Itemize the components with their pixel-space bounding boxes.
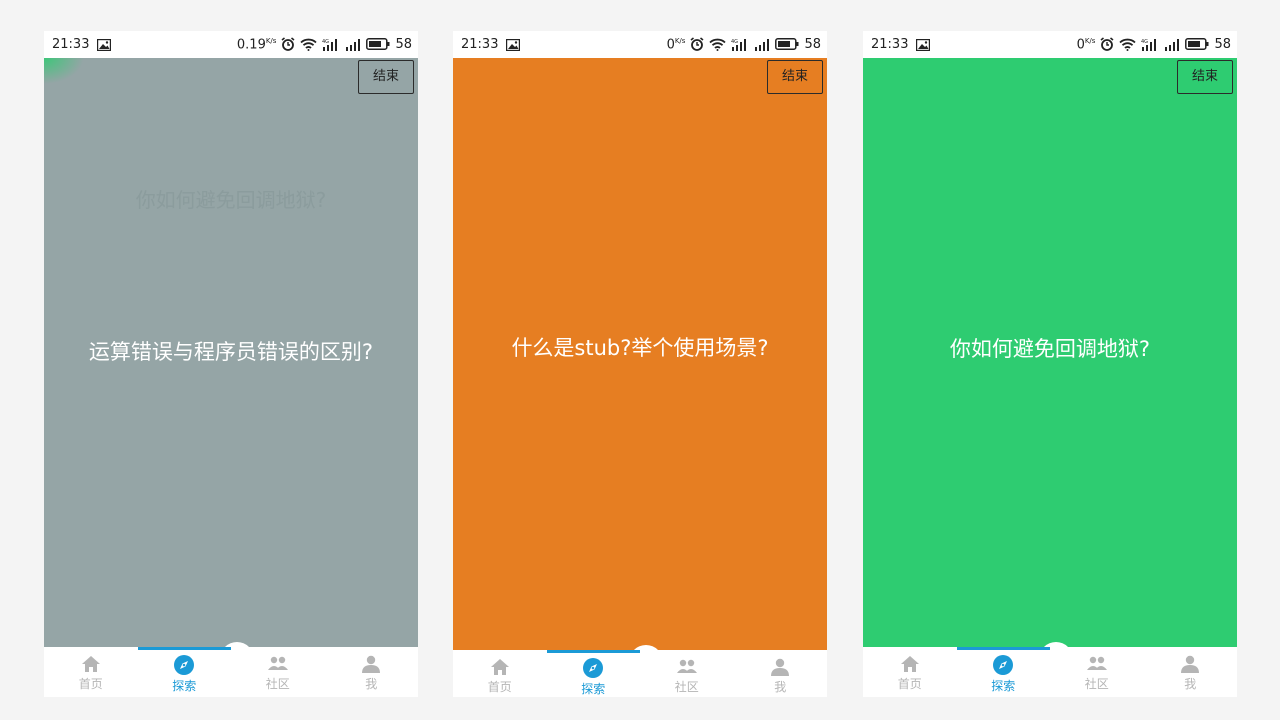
question-card[interactable]: 结束 你如何避免回调地狱?: [863, 58, 1237, 647]
active-tab-indicator: [546, 650, 640, 653]
user-icon: [1181, 655, 1200, 673]
phone-screen-2: 21:33 0K/s 4G 58 结束 什么是stub?举个使用场景? 首页 探…: [453, 31, 827, 697]
tab-me[interactable]: 我: [325, 647, 419, 697]
question-text: 什么是stub?举个使用场景?: [511, 336, 769, 360]
card-edge-glow: [44, 58, 84, 84]
home-icon: [490, 659, 509, 675]
network-speed: 0K/s: [1076, 36, 1096, 53]
alarm-icon: [690, 37, 704, 52]
status-time: 21:33: [52, 37, 90, 52]
signal-4g-icon: 4G: [322, 38, 338, 51]
battery-icon: [1185, 38, 1209, 51]
end-button[interactable]: 结束: [358, 60, 414, 94]
alarm-icon: [1100, 37, 1114, 52]
bottom-nav: 首页 探索 社区 我: [863, 647, 1237, 697]
tab-explore[interactable]: 探索: [137, 647, 231, 697]
battery-icon: [775, 38, 799, 51]
end-button[interactable]: 结束: [1177, 60, 1233, 94]
signal-icon: [755, 38, 770, 51]
status-time: 21:33: [871, 37, 909, 52]
signal-icon: [346, 38, 361, 51]
question-card[interactable]: 结束 什么是stub?举个使用场景?: [453, 58, 827, 650]
user-icon: [771, 658, 790, 676]
tab-me-label: 我: [774, 680, 787, 694]
battery-level: 58: [1214, 36, 1231, 52]
end-button[interactable]: 结束: [767, 60, 823, 94]
network-speed: 0.19K/s: [236, 36, 277, 53]
tab-home[interactable]: 首页: [44, 647, 138, 697]
signal-4g-icon: 4G: [731, 38, 747, 51]
tab-explore-label: 探索: [991, 679, 1016, 693]
tab-explore-label: 探索: [172, 679, 197, 693]
question-card[interactable]: 结束 你如何避免回调地狱? 运算错误与程序员错误的区别?: [44, 58, 418, 647]
tab-explore[interactable]: 探索: [546, 650, 640, 697]
status-bar: 21:33 0.19K/s 4G 58: [44, 31, 418, 58]
community-icon: [1086, 656, 1107, 670]
tab-explore-label: 探索: [581, 682, 606, 696]
tab-community-label: 社区: [1084, 677, 1109, 691]
home-icon: [81, 656, 100, 672]
tab-home[interactable]: 首页: [453, 650, 547, 697]
home-icon: [900, 656, 919, 672]
tab-home-label: 首页: [487, 680, 512, 694]
active-tab-indicator: [956, 647, 1050, 650]
wifi-icon: [1119, 38, 1137, 51]
compass-icon: [583, 658, 604, 678]
tab-community[interactable]: 社区: [640, 650, 734, 697]
network-speed: 0K/s: [666, 36, 686, 53]
tab-home[interactable]: 首页: [863, 647, 957, 697]
question-text: 运算错误与程序员错误的区别?: [88, 339, 374, 364]
compass-icon: [993, 655, 1014, 675]
tab-me[interactable]: 我: [734, 650, 828, 697]
svg-text:4G: 4G: [731, 39, 738, 45]
tab-community-label: 社区: [265, 677, 290, 691]
battery-icon: [366, 38, 390, 51]
active-tab-indicator: [137, 647, 231, 650]
bottom-nav: 首页 探索 社区 我: [44, 647, 418, 697]
next-card-ghost-text: 你如何避免回调地狱?: [135, 188, 327, 212]
tab-me-label: 我: [365, 677, 378, 691]
svg-text:4G: 4G: [1141, 39, 1148, 45]
compass-icon: [174, 655, 195, 675]
status-time: 21:33: [461, 37, 499, 52]
image-icon: [97, 38, 112, 51]
signal-icon: [1165, 38, 1180, 51]
tab-home-label: 首页: [897, 677, 922, 691]
status-bar: 21:33 0K/s 4G 58: [453, 31, 827, 58]
battery-level: 58: [804, 36, 821, 52]
bottom-nav: 首页 探索 社区 我: [453, 650, 827, 697]
tab-me-label: 我: [1184, 677, 1197, 691]
tab-community[interactable]: 社区: [1050, 647, 1144, 697]
alarm-icon: [281, 37, 295, 52]
tab-explore[interactable]: 探索: [956, 647, 1050, 697]
svg-text:4G: 4G: [322, 39, 329, 45]
question-text: 你如何避免回调地狱?: [949, 336, 1151, 361]
image-icon: [506, 38, 521, 51]
tab-community[interactable]: 社区: [231, 647, 325, 697]
image-icon: [916, 38, 931, 51]
wifi-icon: [709, 38, 727, 51]
tab-me[interactable]: 我: [1144, 647, 1238, 697]
signal-4g-icon: 4G: [1141, 38, 1157, 51]
tab-community-label: 社区: [674, 680, 699, 694]
user-icon: [362, 655, 381, 673]
community-icon: [267, 656, 288, 670]
wifi-icon: [300, 38, 318, 51]
phone-screen-1: 21:33 0.19K/s 4G 58 结束 你如何避免回调地狱? 运算错误与程…: [44, 31, 418, 697]
battery-level: 58: [395, 36, 412, 52]
phone-screen-3: 21:33 0K/s 4G 58 结束 你如何避免回调地狱? 首页 探索: [863, 31, 1237, 697]
community-icon: [676, 659, 697, 673]
tab-home-label: 首页: [78, 677, 103, 691]
status-bar: 21:33 0K/s 4G 58: [863, 31, 1237, 58]
